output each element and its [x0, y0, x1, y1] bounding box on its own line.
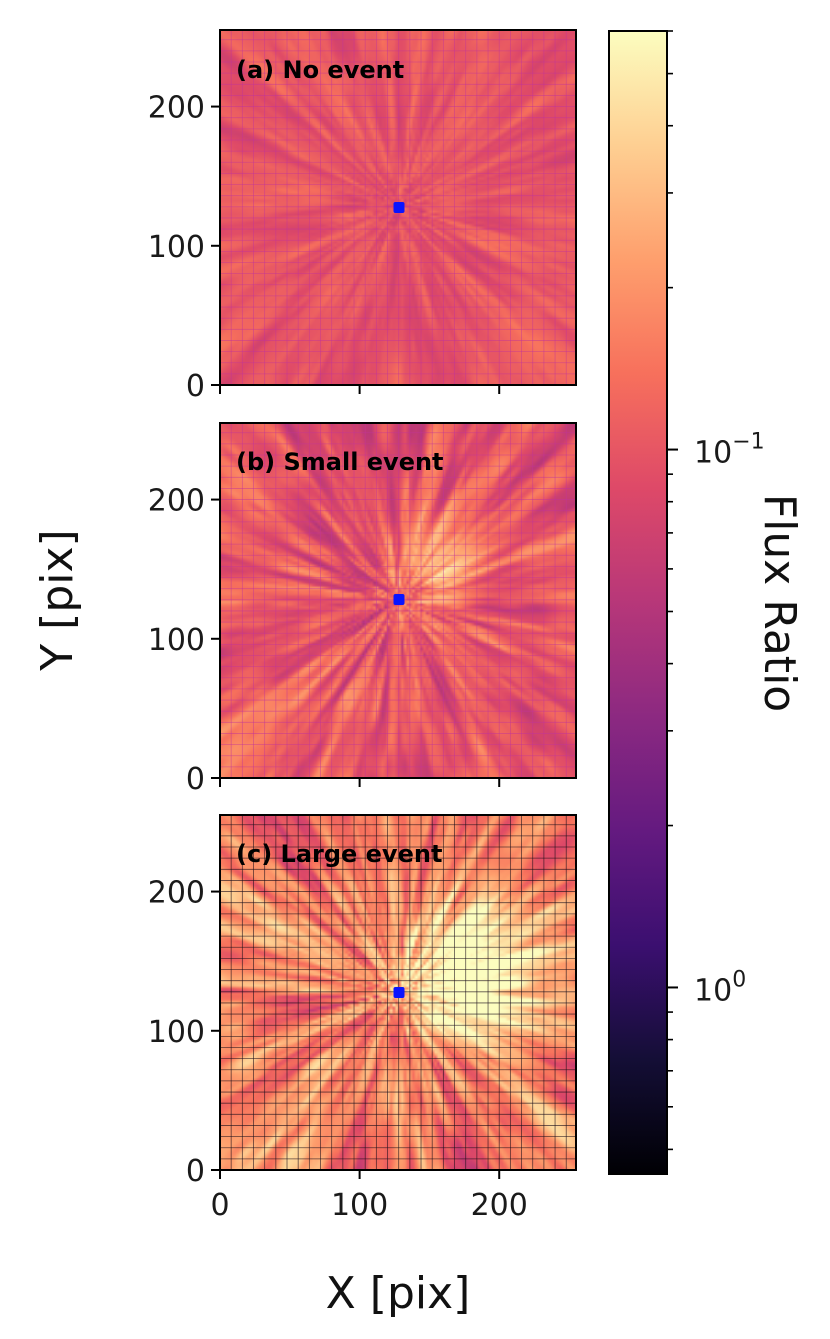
panel-a-title: (a) No event — [236, 56, 404, 84]
colorbar-tick-exponent: 0 — [732, 967, 746, 992]
panel-c-star-marker — [393, 987, 405, 998]
y-tick-label: 200 — [148, 484, 205, 519]
y-tick-label: 0 — [186, 762, 205, 797]
y-tick-label: 0 — [186, 369, 205, 404]
panel-a: (a) No event 0 100 200 — [148, 29, 577, 404]
colorbar-gradient — [609, 31, 667, 1174]
colorbar-tick-label: 100 — [694, 967, 746, 1008]
panel-b-frame — [219, 422, 577, 779]
panel-b-star-marker — [393, 594, 405, 605]
panel-b: (b) Small event 0 100 200 — [148, 422, 577, 797]
panel-a-xticks — [219, 385, 501, 394]
y-tick-label: 100 — [148, 623, 205, 658]
panel-a-yticks: 0 100 200 — [148, 91, 220, 404]
x-tick-label: 0 — [210, 1188, 229, 1223]
x-tick-label: 100 — [331, 1188, 388, 1223]
panel-a-grid — [220, 30, 576, 385]
panel-c-yticks: 0 100 200 — [148, 876, 220, 1189]
x-tick-label: 200 — [471, 1188, 528, 1223]
panel-c-frame — [219, 814, 577, 1171]
panel-c: (c) Large event 0 100 200 0 100 200 — [148, 814, 577, 1223]
colorbar-tick-exponent: −1 — [732, 430, 764, 455]
panel-b-title: (b) Small event — [236, 448, 444, 476]
panel-b-grid — [220, 423, 576, 778]
panel-a-star-marker — [393, 202, 405, 213]
panel-b-yticks: 0 100 200 — [148, 484, 220, 797]
panel-c-title: (c) Large event — [236, 840, 442, 868]
y-tick-label: 100 — [148, 1015, 205, 1050]
colorbar-label: Flux Ratio — [754, 494, 805, 712]
y-tick-label: 100 — [148, 230, 205, 265]
y-tick-label: 200 — [148, 876, 205, 911]
colorbar-tick-label: 10−1 — [694, 430, 765, 471]
colorbar-ticks: 100 10−1 — [667, 30, 765, 1151]
colorbar-frame — [608, 30, 668, 1175]
y-tick-label: 200 — [148, 91, 205, 126]
x-axis-title: X [pix] — [326, 1268, 471, 1319]
y-axis-title: Y [pix] — [32, 529, 83, 671]
panel-c-xticks: 0 100 200 — [210, 1170, 528, 1223]
colorbar: 100 10−1 Flux Ratio — [608, 30, 805, 1175]
panel-c-grid — [220, 815, 576, 1170]
panel-a-frame — [219, 29, 577, 386]
panel-b-xticks — [219, 778, 501, 787]
y-tick-label: 0 — [186, 1154, 205, 1189]
